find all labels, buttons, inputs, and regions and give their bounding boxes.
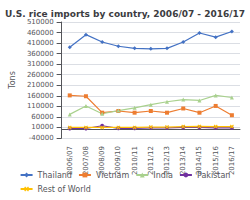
svg-text:-40000: -40000 bbox=[29, 134, 54, 142]
svg-text:210000: 210000 bbox=[27, 81, 54, 89]
svg-text:2008/09: 2008/09 bbox=[98, 146, 107, 176]
svg-text:10000: 10000 bbox=[31, 123, 53, 131]
svg-text:110000: 110000 bbox=[27, 102, 54, 110]
svg-text:U.S. rice imports by country,: U.S. rice imports by country, 2006/07 - … bbox=[5, 9, 245, 19]
svg-text:Pakistan: Pakistan bbox=[197, 171, 231, 180]
svg-text:2015/16: 2015/16 bbox=[211, 146, 220, 176]
svg-text:Rest of World: Rest of World bbox=[38, 185, 91, 194]
svg-text:160000: 160000 bbox=[27, 92, 54, 100]
svg-text:2009/10: 2009/10 bbox=[114, 146, 123, 176]
svg-text:2016/17: 2016/17 bbox=[227, 146, 236, 176]
svg-text:2014/15: 2014/15 bbox=[195, 146, 204, 176]
svg-text:Thailand: Thailand bbox=[37, 171, 72, 180]
svg-text:Tons: Tons bbox=[8, 71, 17, 90]
svg-text:2010/11: 2010/11 bbox=[131, 146, 139, 175]
svg-text:2007/08: 2007/08 bbox=[82, 146, 90, 175]
svg-text:260000: 260000 bbox=[27, 71, 54, 79]
svg-text:2013/14: 2013/14 bbox=[179, 145, 187, 175]
svg-text:60000: 60000 bbox=[31, 113, 53, 121]
svg-text:410000: 410000 bbox=[27, 39, 54, 47]
svg-text:460000: 460000 bbox=[27, 29, 54, 37]
svg-text:2011/12: 2011/12 bbox=[146, 146, 155, 176]
svg-text:Vietnam: Vietnam bbox=[96, 171, 130, 180]
svg-text:2012/13: 2012/13 bbox=[163, 146, 171, 176]
svg-text:360000: 360000 bbox=[27, 50, 54, 58]
svg-text:India: India bbox=[153, 171, 173, 180]
svg-text:2006/07: 2006/07 bbox=[65, 146, 74, 176]
svg-text:310000: 310000 bbox=[27, 60, 54, 68]
svg-text:510000: 510000 bbox=[27, 18, 54, 26]
